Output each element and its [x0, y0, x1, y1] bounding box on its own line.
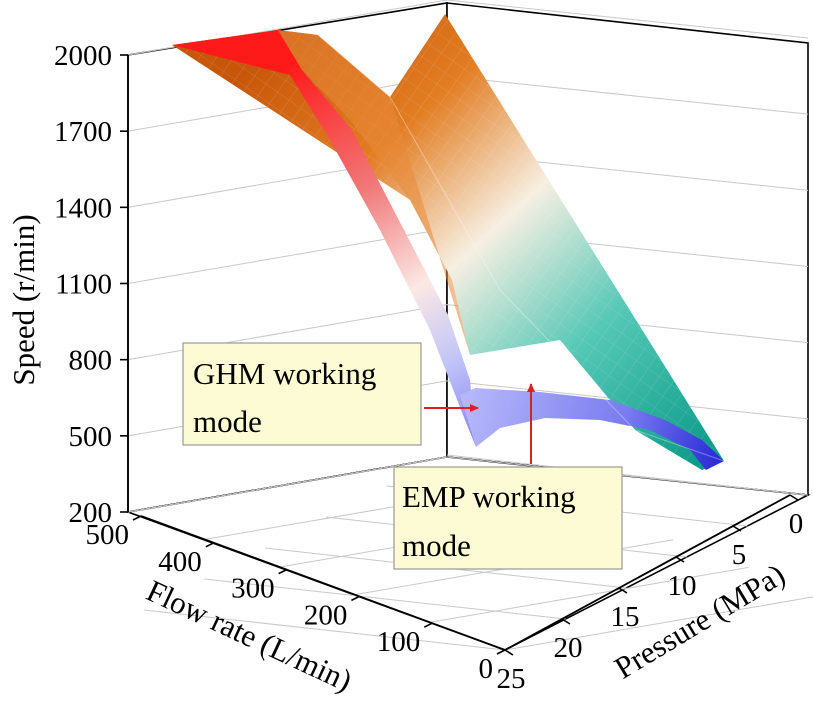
flow-tick-mark	[496, 649, 506, 655]
flow-tick-mark	[278, 568, 287, 575]
z-tick-label: 1700	[54, 116, 112, 148]
pressure-tick-label: 5	[732, 539, 747, 571]
surface-edge-face	[278, 30, 470, 355]
z-tick-label: 2000	[54, 40, 112, 72]
annotation-emp-line2: mode	[402, 528, 471, 563]
flow-gridline	[127, 456, 448, 513]
pressure-tick-label: 0	[789, 508, 804, 540]
pressure-tick-mark	[618, 587, 628, 594]
z-axis-ticks: 200 500 800 1100 1400 1700 2000	[54, 40, 128, 529]
annotation-emp-box	[393, 466, 623, 570]
annotation-ghm-box	[182, 342, 422, 446]
pressure-tick-mark	[504, 649, 514, 656]
pressure-tick-label: 10	[668, 570, 697, 602]
flow-tick-mark	[205, 542, 215, 548]
annotation-ghm: GHM working mode	[182, 342, 479, 446]
pressure-gridline	[446, 454, 809, 496]
flow-gridline	[429, 566, 749, 623]
pressure-tick-label: 20	[554, 632, 583, 664]
flow-tick-label: 0	[479, 653, 494, 685]
surface	[172, 14, 725, 470]
flow-tick-label: 100	[377, 626, 421, 658]
surface-front-face	[172, 30, 476, 447]
z-tick-label: 500	[69, 421, 113, 453]
surface-emp-region	[460, 388, 724, 470]
flow-tick-label: 500	[86, 519, 130, 551]
flow-tick-mark	[351, 595, 360, 602]
z-tick-label: 1400	[54, 192, 112, 224]
pressure-tick-mark	[732, 525, 742, 532]
annotation-ghm-line2: mode	[193, 404, 262, 439]
z-tick-label: 200	[69, 497, 113, 529]
flow-tick-label: 300	[231, 573, 275, 605]
flow-tick-label: 200	[304, 599, 348, 631]
surface-ridge-line	[317, 34, 725, 462]
z-gridline	[127, 304, 809, 361]
z-axis-title: Speed (r/min)	[6, 214, 41, 385]
pressure-axis-ticks: 0 5 10 15 20 25	[497, 494, 804, 695]
flow-tick-mark	[423, 622, 433, 628]
pressure-tick-mark	[789, 494, 799, 501]
flow-tick-mark	[132, 515, 142, 521]
annotation-ghm-line1: GHM working	[193, 356, 376, 391]
z-tick-label: 1100	[55, 269, 112, 301]
annotation-emp-line1: EMP working	[402, 479, 576, 514]
pressure-gridline	[204, 578, 566, 620]
pressure-tick-mark	[675, 556, 685, 563]
z-tick-label: 800	[69, 345, 113, 377]
pressure-tick-mark	[561, 618, 571, 625]
flow-axis-ticks: 500 400 300 200 100 0	[86, 515, 506, 685]
pressure-gridline	[143, 609, 506, 651]
flow-gridline	[504, 596, 813, 651]
flow-tick-label: 400	[158, 546, 202, 578]
annotation-emp: EMP working mode	[393, 383, 623, 570]
surface-top-mesh	[172, 14, 724, 470]
pressure-tick-label: 15	[611, 601, 640, 633]
pressure-tick-label: 25	[497, 663, 526, 695]
